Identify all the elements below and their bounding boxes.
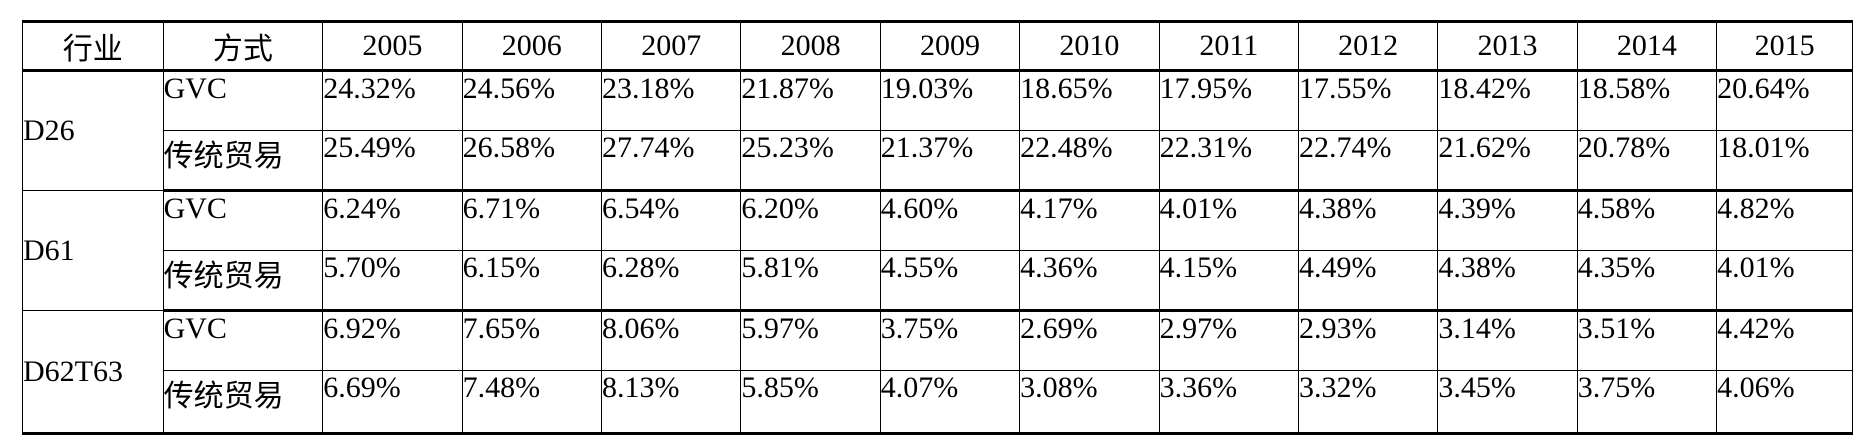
header-row: 行业 方式 2005 2006 2007 2008 2009 2010 2011… [22,21,1853,72]
value-cell: 18.42% [1437,70,1578,131]
value-cell: 21.87% [740,70,881,131]
value-cell: 4.17% [1019,190,1160,251]
value-cell: 27.74% [600,130,742,192]
value-cell: 3.36% [1158,370,1299,434]
value-cell: 6.54% [600,190,742,251]
value-cell: 19.03% [879,70,1021,131]
value-cell: 5.97% [740,310,881,371]
industry-cell: D61 [22,190,164,311]
value-cell: 25.49% [322,130,463,192]
value-cell: 20.64% [1716,70,1853,131]
value-cell: 3.08% [1019,370,1160,434]
value-cell: 18.58% [1576,70,1718,131]
method-cell: GVC [162,310,324,371]
table-row: D62T63 GVC 6.92% 7.65% 8.06% 5.97% 3.75%… [22,310,1853,434]
header-year: 2015 [1716,21,1853,72]
value-cell: 4.82% [1716,190,1853,251]
method-cell: 传统贸易 [162,250,324,312]
value-cell: 20.78% [1576,130,1718,192]
value-cell: 22.74% [1297,130,1439,192]
method-cell: 传统贸易 [162,370,324,434]
value-cell: 3.45% [1437,370,1578,434]
value-cell: 4.38% [1297,190,1439,251]
value-cell: 3.75% [879,310,1021,371]
method-cell: GVC [162,70,324,131]
value-cell: 6.24% [322,190,463,251]
value-cell: 18.65% [1019,70,1160,131]
header-year: 2013 [1437,21,1578,72]
value-cell: 2.69% [1019,310,1160,371]
value-cell: 6.71% [461,190,603,251]
value-cell: 5.85% [740,370,881,434]
industry-cell: D26 [22,70,164,191]
header-year: 2006 [461,21,603,72]
value-cell: 17.95% [1158,70,1299,131]
value-cell: 4.49% [1297,250,1439,312]
data-table: 行业 方式 2005 2006 2007 2008 2009 2010 2011… [22,20,1853,435]
value-cell: 8.13% [600,370,742,434]
header-year: 2014 [1576,21,1718,72]
value-cell: 4.39% [1437,190,1578,251]
value-cell: 6.69% [322,370,463,434]
header-year: 2008 [740,21,881,72]
value-cell: 6.28% [600,250,742,312]
header-method: 方式 [162,21,324,72]
value-cell: 21.37% [879,130,1021,192]
value-cell: 4.07% [879,370,1021,434]
header-year: 2011 [1158,21,1299,72]
value-cell: 4.58% [1576,190,1718,251]
value-cell: 7.48% [461,370,603,434]
value-cell: 6.20% [740,190,881,251]
value-cell: 4.42% [1716,310,1853,371]
value-cell: 21.62% [1437,130,1578,192]
value-cell: 24.56% [461,70,603,131]
value-cell: 4.60% [879,190,1021,251]
value-cell: 25.23% [740,130,881,192]
value-cell: 2.93% [1297,310,1439,371]
value-cell: 22.31% [1158,130,1299,192]
value-cell: 17.55% [1297,70,1439,131]
value-cell: 7.65% [461,310,603,371]
value-cell: 4.15% [1158,250,1299,312]
value-cell: 22.48% [1019,130,1160,192]
value-cell: 4.55% [879,250,1021,312]
table-row: D26 GVC 24.32% 24.56% 23.18% 21.87% 19.0… [22,70,1853,191]
table-row: 传统贸易 25.49% 26.58% 27.74% 25.23% 21.37% … [23,130,1853,192]
value-cell: 4.06% [1716,370,1853,434]
value-cell: 4.01% [1158,190,1299,251]
value-cell: 18.01% [1716,130,1853,192]
value-cell: 4.35% [1576,250,1718,312]
industry-cell: D62T63 [22,310,164,434]
method-cell: 传统贸易 [162,130,324,192]
value-cell: 6.15% [461,250,603,312]
table-row: 传统贸易 5.70% 6.15% 6.28% 5.81% 4.55% 4.36%… [23,250,1853,312]
header-industry: 行业 [22,21,164,72]
value-cell: 2.97% [1158,310,1299,371]
value-cell: 4.36% [1019,250,1160,312]
header-year: 2007 [600,21,742,72]
value-cell: 3.14% [1437,310,1578,371]
value-cell: 4.38% [1437,250,1578,312]
value-cell: 8.06% [600,310,742,371]
value-cell: 23.18% [600,70,742,131]
value-cell: 6.92% [322,310,463,371]
value-cell: 26.58% [461,130,603,192]
header-year: 2005 [322,21,463,72]
header-year: 2009 [879,21,1021,72]
header-year: 2010 [1019,21,1160,72]
table-row: 传统贸易 6.69% 7.48% 8.13% 5.85% 4.07% 3.08%… [23,370,1853,434]
value-cell: 24.32% [322,70,463,131]
table-row: D61 GVC 6.24% 6.71% 6.54% 6.20% 4.60% 4.… [22,190,1853,311]
value-cell: 5.70% [322,250,463,312]
value-cell: 3.75% [1576,370,1718,434]
header-year: 2012 [1297,21,1439,72]
value-cell: 3.32% [1297,370,1439,434]
value-cell: 4.01% [1716,250,1853,312]
method-cell: GVC [162,190,324,251]
value-cell: 3.51% [1576,310,1718,371]
value-cell: 5.81% [740,250,881,312]
